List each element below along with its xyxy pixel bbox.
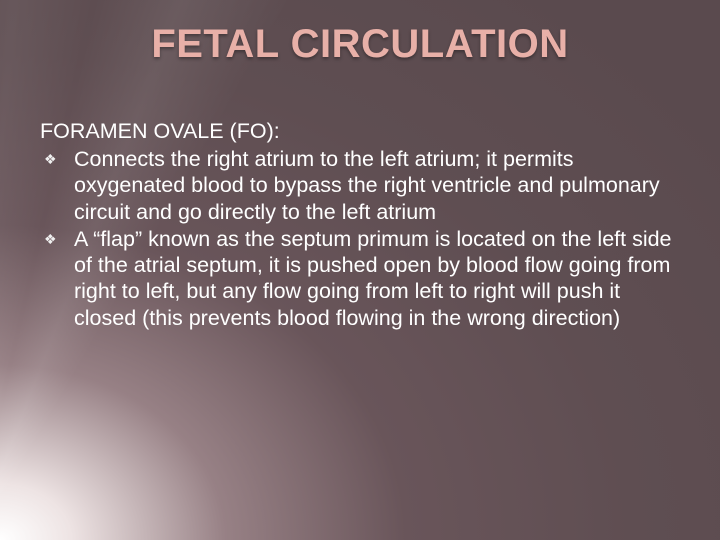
slide: FETAL CIRCULATION FORAMEN OVALE (FO): ❖ … — [0, 0, 720, 540]
body-heading: FORAMEN OVALE (FO): — [40, 118, 676, 144]
diamond-bullet-icon: ❖ — [40, 226, 74, 252]
bullet-text: A “flap” known as the septum primum is l… — [74, 226, 676, 331]
list-item: ❖ Connects the right atrium to the left … — [40, 146, 676, 225]
diamond-bullet-icon: ❖ — [40, 146, 74, 172]
slide-title: FETAL CIRCULATION — [0, 22, 720, 67]
bullet-text: Connects the right atrium to the left at… — [74, 146, 676, 225]
list-item: ❖ A “flap” known as the septum primum is… — [40, 226, 676, 331]
slide-body: FORAMEN OVALE (FO): ❖ Connects the right… — [40, 118, 676, 331]
